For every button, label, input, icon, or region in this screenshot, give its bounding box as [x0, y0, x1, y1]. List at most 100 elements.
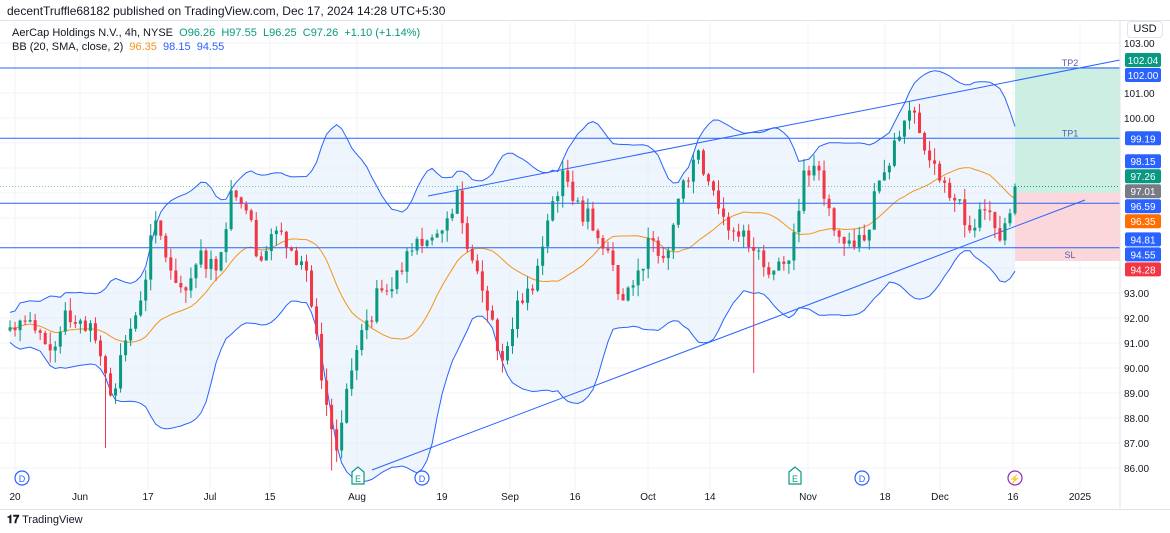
candle: [144, 269, 148, 312]
candle: [274, 226, 278, 246]
candle: [792, 223, 796, 271]
candle: [762, 244, 766, 277]
time-tick-label: 20: [9, 492, 21, 503]
take-profit-zone: [1015, 67, 1120, 193]
candle: [63, 302, 67, 336]
candle: [38, 328, 42, 340]
chart-frame[interactable]: [0, 20, 1170, 510]
candle-body: [164, 235, 168, 258]
event-marker-split[interactable]: ⚡: [1007, 470, 1023, 486]
candle: [1003, 217, 1007, 246]
candle-body: [526, 288, 530, 303]
price-tick-label: 100.00: [1124, 114, 1155, 125]
candle: [455, 185, 459, 215]
candle-body: [842, 236, 846, 244]
candle-body: [154, 220, 158, 236]
candle-body: [284, 231, 288, 248]
earnings-icon: [351, 466, 365, 485]
candle: [139, 291, 143, 317]
high-value: H97.55: [221, 27, 257, 39]
candle-body: [832, 208, 836, 231]
time-tick-label: 16: [569, 492, 581, 503]
candle-body: [536, 265, 540, 291]
candle: [154, 211, 158, 244]
bb-indicator-label[interactable]: BB (20, SMA, close, 2): [12, 41, 124, 53]
candle: [8, 320, 12, 332]
candle: [737, 223, 741, 243]
trendline[interactable]: [371, 199, 1086, 471]
candle-body: [993, 212, 997, 229]
candle-body: [631, 285, 635, 288]
candle-body: [827, 198, 831, 209]
candle: [872, 183, 876, 230]
candle: [134, 312, 138, 332]
symbol-name[interactable]: AerCap Holdings N.V., 4h, NYSE: [12, 27, 174, 39]
dividend-icon: [414, 470, 430, 486]
candle: [611, 242, 615, 272]
candle-body: [259, 256, 263, 261]
candle-body: [656, 240, 660, 256]
candle-body: [812, 165, 816, 176]
candle: [13, 321, 17, 337]
candle-body: [139, 300, 143, 316]
open-value: O96.26: [179, 27, 216, 39]
candle-body: [159, 220, 163, 236]
candle-body: [98, 340, 102, 357]
event-marker-d[interactable]: D: [414, 470, 430, 486]
event-marker-d[interactable]: D: [14, 470, 30, 486]
candle: [485, 285, 489, 323]
candle: [621, 288, 625, 301]
candle: [249, 208, 253, 222]
candle: [345, 383, 349, 424]
candle-body: [119, 355, 123, 389]
candle: [395, 270, 399, 294]
time-tick-label: Nov: [799, 492, 817, 503]
candle-body: [325, 380, 329, 405]
candle-body: [691, 159, 695, 182]
candle: [913, 106, 917, 124]
candle: [641, 268, 645, 282]
candle-body: [606, 248, 610, 251]
candle-body: [425, 240, 429, 246]
price-tick-label: 89.00: [1124, 389, 1149, 400]
event-marker-e[interactable]: E: [351, 466, 365, 485]
candle-body: [661, 255, 665, 259]
candle: [943, 176, 947, 193]
candle-body: [958, 199, 962, 201]
candle-body: [968, 225, 972, 231]
currency-button[interactable]: USD: [1127, 21, 1163, 38]
candle-body: [747, 230, 751, 247]
candle: [978, 202, 982, 232]
price-label-text: 94.28: [1130, 265, 1155, 276]
candle: [933, 148, 937, 175]
event-label: ⚡: [1009, 473, 1020, 485]
time-tick-label: Dec: [931, 492, 949, 503]
event-label: E: [355, 474, 361, 484]
candle: [129, 318, 133, 347]
price-label-bg: [1125, 199, 1161, 214]
candle-body: [355, 350, 359, 371]
candle: [626, 286, 630, 302]
time-tick-label: 15: [264, 492, 276, 503]
candle-body: [576, 200, 580, 202]
candle-body: [591, 208, 595, 231]
candle: [310, 265, 314, 308]
level-label-tp1: TP1: [1062, 128, 1079, 138]
event-label: D: [19, 474, 26, 484]
trendline[interactable]: [427, 59, 1121, 197]
candle-body: [13, 327, 17, 331]
candle: [365, 309, 369, 340]
candle: [902, 120, 906, 144]
candle-body: [963, 199, 967, 226]
price-label-bg: [1125, 214, 1161, 229]
candle: [304, 254, 308, 282]
candle-body: [978, 209, 982, 228]
candle-body: [928, 150, 932, 161]
event-marker-e[interactable]: E: [788, 466, 802, 485]
candle-body: [581, 200, 585, 222]
candle: [541, 236, 545, 276]
candle: [380, 279, 384, 293]
candle-body: [701, 150, 705, 175]
event-marker-d[interactable]: D: [854, 470, 870, 486]
